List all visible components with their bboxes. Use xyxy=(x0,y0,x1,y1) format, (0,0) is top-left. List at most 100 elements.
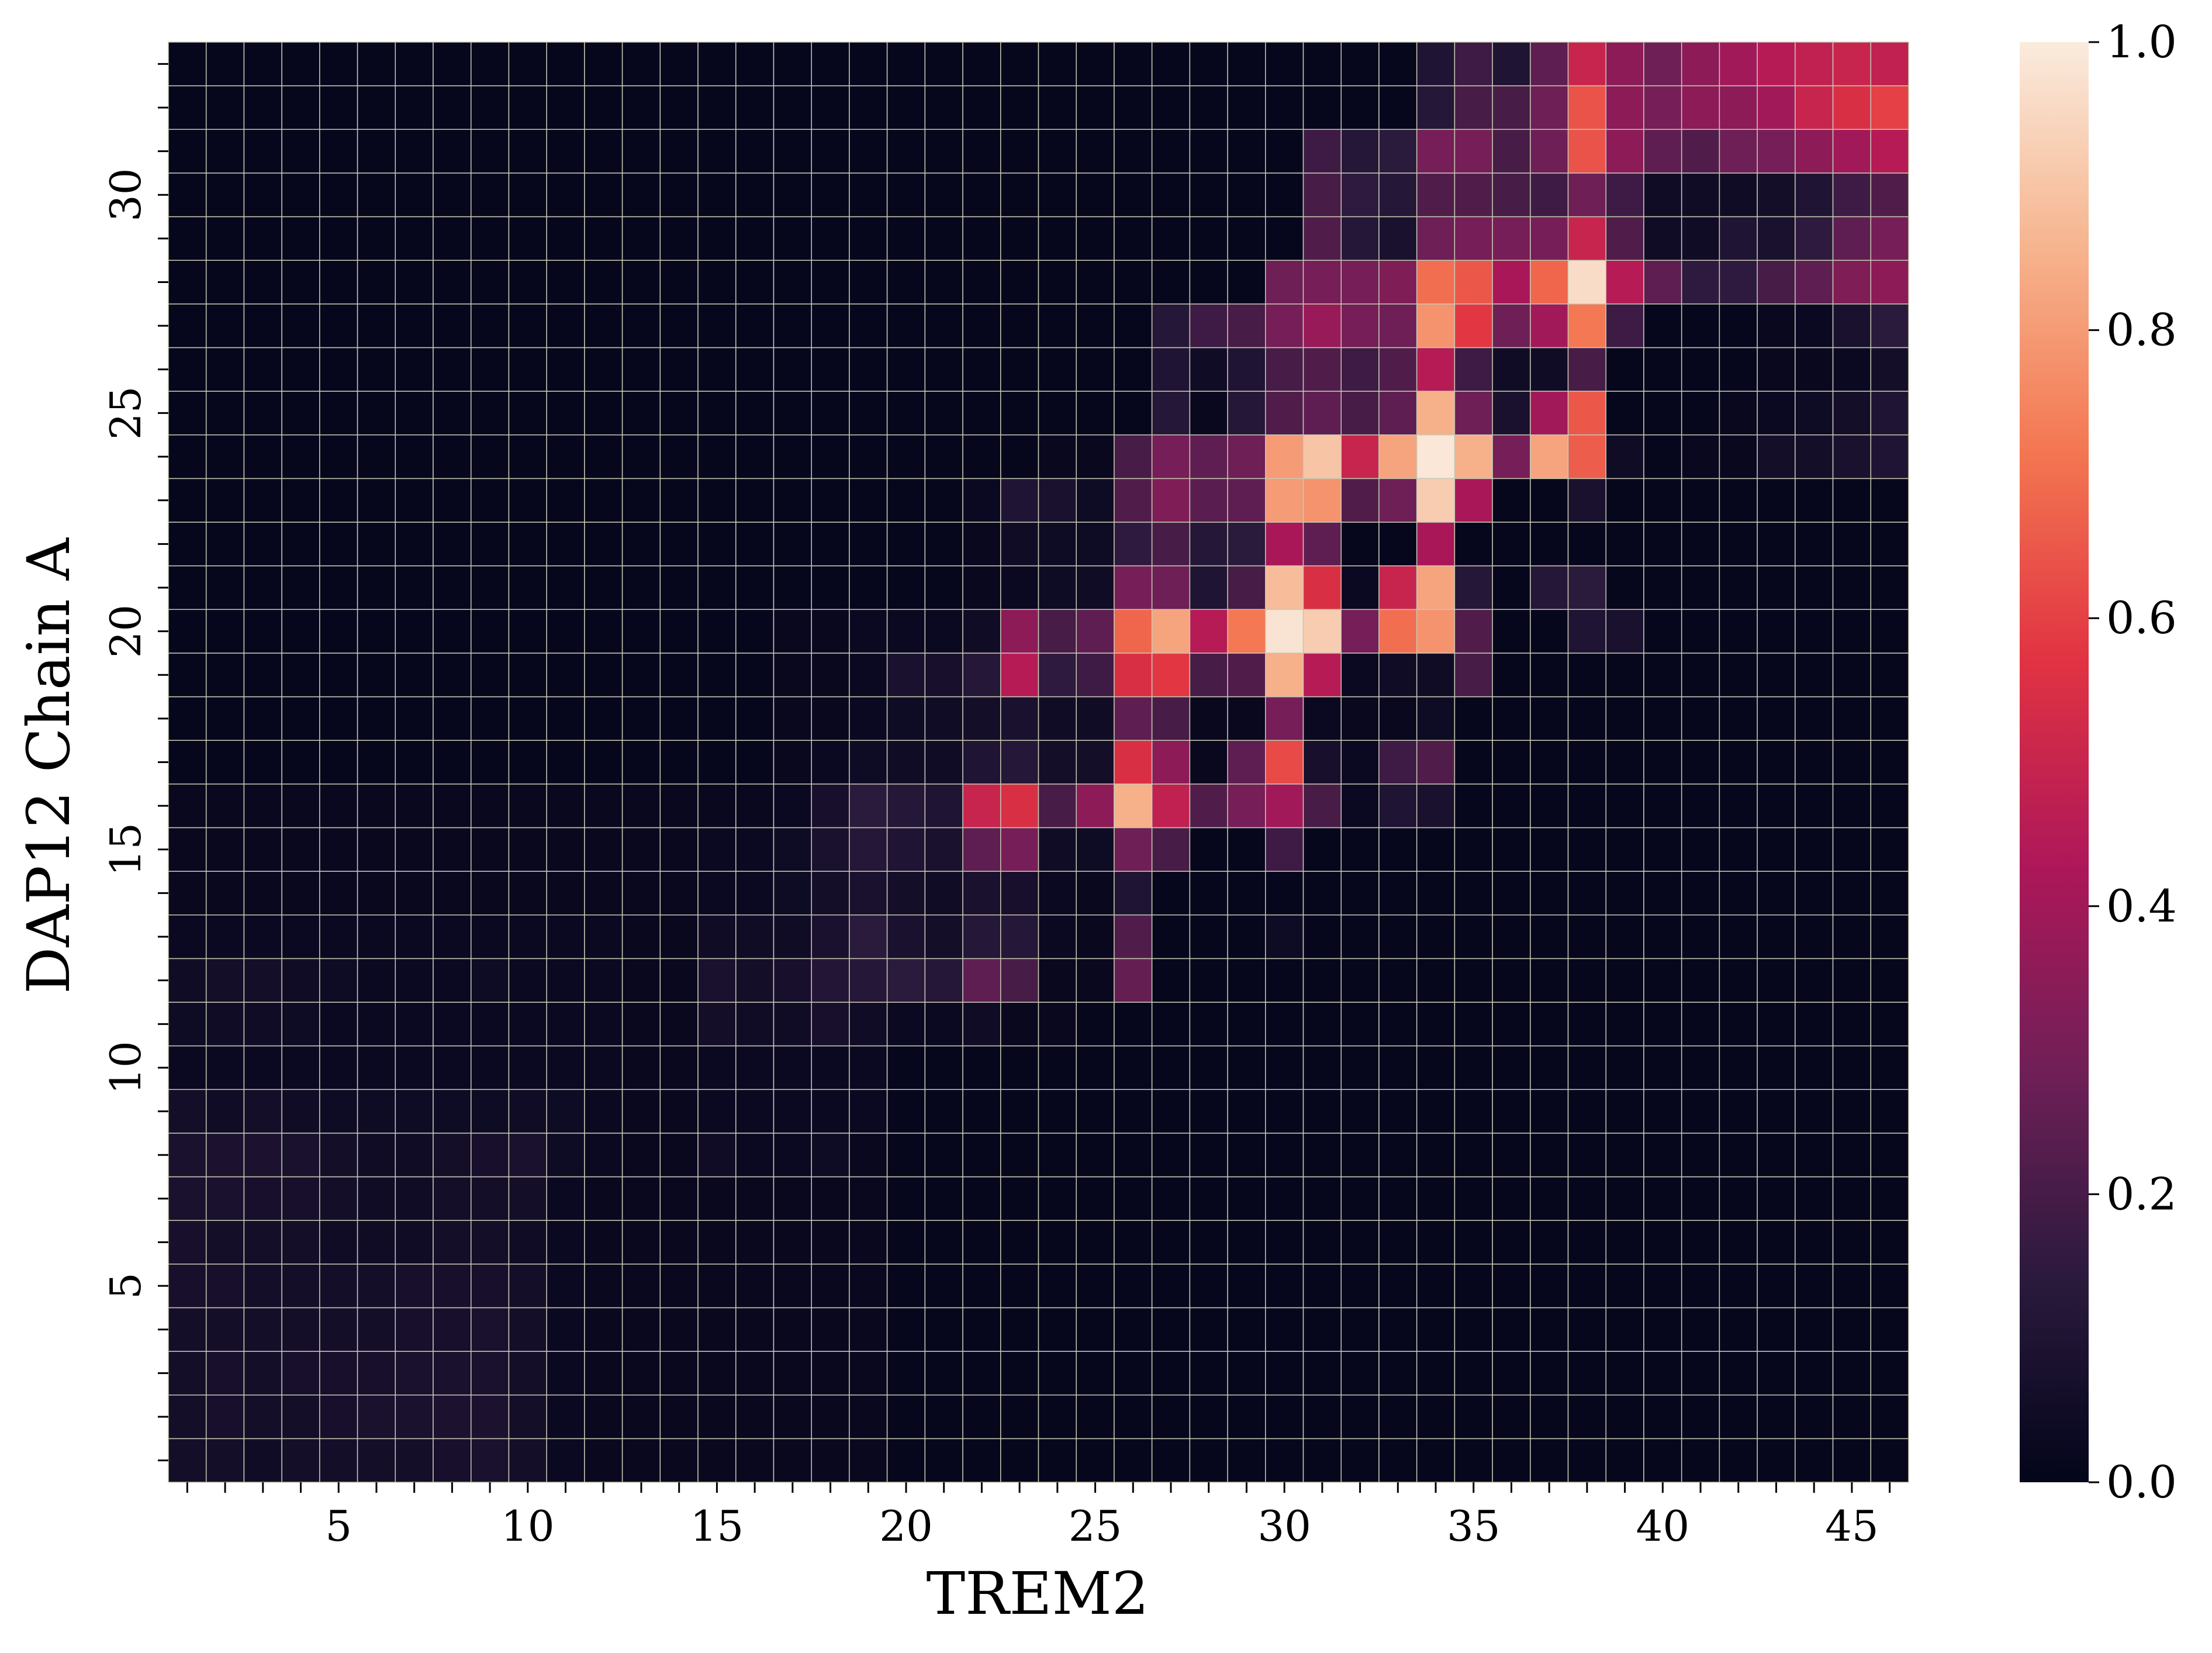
heatmap-cell xyxy=(1151,871,1191,916)
heatmap-cell xyxy=(1530,434,1569,479)
heatmap-cell xyxy=(1076,522,1115,567)
heatmap-cell xyxy=(508,1089,547,1134)
heatmap-cell xyxy=(1757,609,1796,654)
heatmap-cell xyxy=(1114,1176,1153,1221)
heatmap-cell xyxy=(1567,129,1607,174)
heatmap-cell xyxy=(281,172,320,218)
heatmap-cell xyxy=(773,478,812,523)
heatmap-cell xyxy=(1757,522,1796,567)
heatmap-cell xyxy=(395,914,434,960)
heatmap-cell xyxy=(1340,303,1380,348)
heatmap-cell xyxy=(1719,260,1758,305)
heatmap-cell xyxy=(1038,303,1077,348)
heatmap-cell xyxy=(1416,42,1456,87)
heatmap-cell xyxy=(1340,1002,1380,1047)
heatmap-cell xyxy=(1114,347,1153,392)
heatmap-cell xyxy=(470,522,510,567)
heatmap-cell xyxy=(1795,391,1834,436)
heatmap-cell xyxy=(584,914,623,960)
heatmap-cell xyxy=(1000,1002,1039,1047)
heatmap-cell xyxy=(584,827,623,872)
heatmap-cell xyxy=(1038,914,1077,960)
heatmap-cell xyxy=(1227,1133,1266,1178)
heatmap-cell xyxy=(735,478,775,523)
heatmap-cell xyxy=(205,1045,245,1091)
heatmap-cell xyxy=(1416,1438,1456,1483)
heatmap-cell xyxy=(811,216,850,261)
heatmap-cell xyxy=(621,522,661,567)
heatmap-cell xyxy=(1795,1089,1834,1134)
heatmap-cell xyxy=(205,216,245,261)
heatmap-cell xyxy=(319,129,358,174)
heatmap-cell xyxy=(1832,827,1872,872)
heatmap-cell xyxy=(1114,85,1153,130)
heatmap-cell xyxy=(205,172,245,218)
heatmap-cell xyxy=(1870,172,1909,218)
heatmap-cell xyxy=(659,1176,699,1221)
heatmap-cell xyxy=(470,1394,510,1440)
heatmap-cell xyxy=(621,303,661,348)
heatmap-cell xyxy=(1302,434,1342,479)
heatmap-cell xyxy=(1076,129,1115,174)
heatmap-cell xyxy=(773,391,812,436)
heatmap-cell xyxy=(811,914,850,960)
heatmap-cell xyxy=(1492,784,1531,829)
heatmap-cell xyxy=(168,391,207,436)
heatmap-cell xyxy=(1340,216,1380,261)
heatmap-cell xyxy=(205,1220,245,1265)
heatmap-cell xyxy=(621,1133,661,1178)
heatmap-cell xyxy=(1000,784,1039,829)
heatmap-cell xyxy=(735,1351,775,1396)
heatmap-cell xyxy=(1643,653,1682,698)
heatmap-cell xyxy=(1567,1089,1607,1134)
heatmap-cell xyxy=(584,1133,623,1178)
heatmap-cell xyxy=(470,784,510,829)
heatmap-cell xyxy=(621,565,661,610)
heatmap-cell xyxy=(1302,958,1342,1003)
heatmap-cell xyxy=(1416,434,1456,479)
heatmap-cell xyxy=(281,85,320,130)
heatmap-cell xyxy=(1530,391,1569,436)
heatmap-cell xyxy=(659,914,699,960)
heatmap-cell xyxy=(849,216,888,261)
heatmap-cell xyxy=(886,1089,926,1134)
heatmap-cell xyxy=(849,1264,888,1309)
heatmap-cell xyxy=(546,1264,585,1309)
heatmap-cell xyxy=(659,1133,699,1178)
heatmap-cell xyxy=(1454,827,1493,872)
heatmap-cell xyxy=(1719,914,1758,960)
heatmap-cell xyxy=(470,260,510,305)
heatmap-cell xyxy=(1681,1176,1720,1221)
heatmap-cell xyxy=(584,1220,623,1265)
heatmap-cell xyxy=(243,1176,282,1221)
heatmap-cell xyxy=(1265,565,1304,610)
heatmap-cell xyxy=(508,522,547,567)
heatmap-cell xyxy=(1681,696,1720,741)
heatmap-cell xyxy=(1870,958,1909,1003)
heatmap-cell xyxy=(357,434,396,479)
heatmap-cell xyxy=(1870,42,1909,87)
heatmap-cell xyxy=(1189,958,1228,1003)
heatmap-cell xyxy=(395,1438,434,1483)
heatmap-cell xyxy=(1340,1089,1380,1134)
heatmap-cell xyxy=(470,391,510,436)
heatmap-cell xyxy=(1416,216,1456,261)
heatmap-cell xyxy=(1265,914,1304,960)
heatmap-cell xyxy=(319,172,358,218)
heatmap-cell xyxy=(1681,1045,1720,1091)
heatmap-cell xyxy=(773,1002,812,1047)
heatmap-cell xyxy=(1454,1394,1493,1440)
heatmap-cell xyxy=(546,1220,585,1265)
colorbar-tick-label: 0.8 xyxy=(2106,304,2177,356)
heatmap-cell xyxy=(357,1351,396,1396)
heatmap-cell xyxy=(546,653,585,698)
heatmap-cell xyxy=(886,434,926,479)
heatmap-cell xyxy=(1870,260,1909,305)
heatmap-cell xyxy=(357,565,396,610)
heatmap-cell xyxy=(811,347,850,392)
heatmap-cell xyxy=(849,1394,888,1440)
heatmap-cell xyxy=(1378,871,1418,916)
heatmap-cell xyxy=(584,696,623,741)
heatmap-cell xyxy=(924,172,963,218)
heatmap-cell xyxy=(508,696,547,741)
